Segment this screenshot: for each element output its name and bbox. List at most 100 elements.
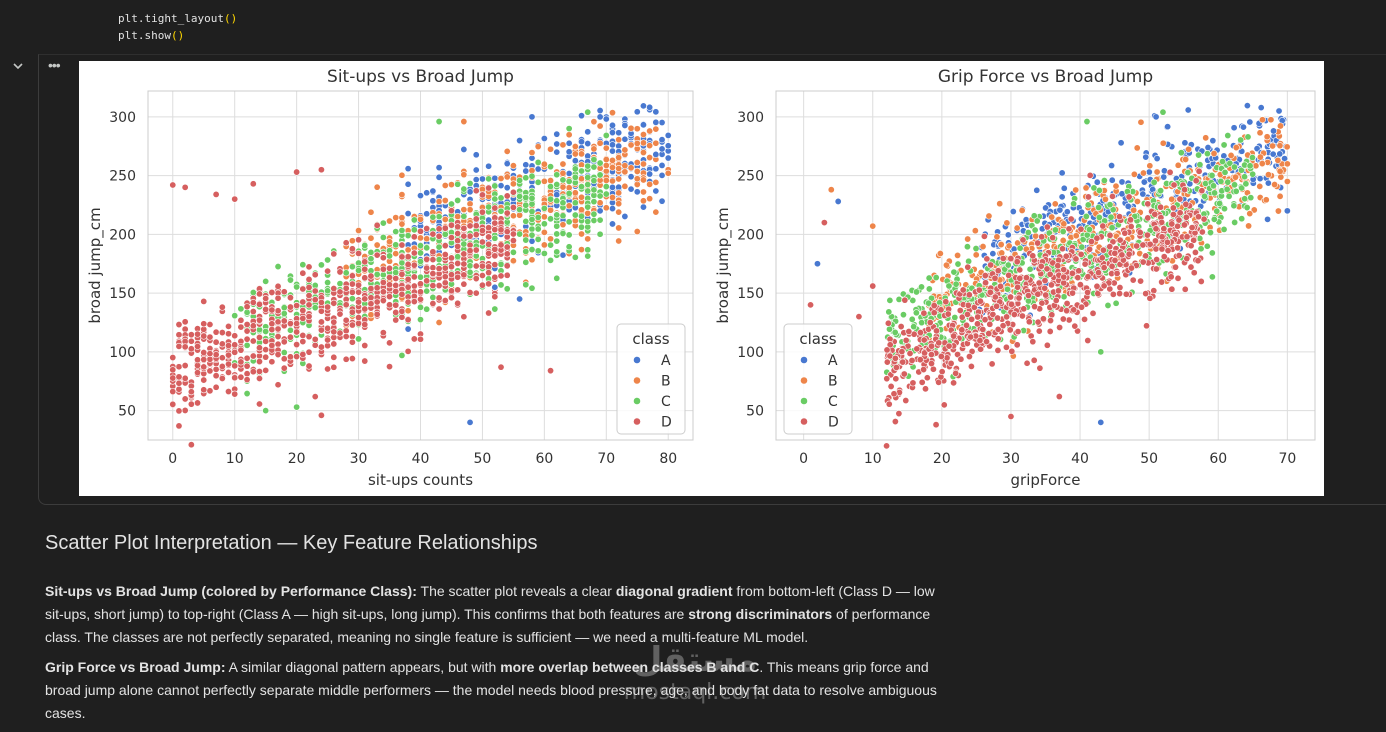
- scatter-point-D: [441, 251, 449, 259]
- scatter-point-D: [1014, 328, 1022, 336]
- scatter-point-D: [1168, 220, 1176, 228]
- chevron-down-icon[interactable]: [8, 60, 28, 78]
- scatter-point-C: [1231, 181, 1239, 189]
- scatter-point-D: [985, 330, 993, 338]
- scatter-point-B: [615, 224, 623, 232]
- scatter-point-D: [967, 362, 975, 370]
- scatter-point-B: [1276, 192, 1284, 200]
- scatter-point-D: [348, 245, 356, 253]
- scatter-point-D: [977, 345, 985, 353]
- scatter-point-D: [466, 222, 474, 230]
- scatter-point-B: [1060, 220, 1068, 228]
- scatter-point-C: [1112, 299, 1120, 307]
- scatter-point-D: [1153, 256, 1161, 264]
- scatter-point-C: [1083, 118, 1091, 126]
- scatter-point-D: [979, 325, 987, 333]
- more-horiz-icon[interactable]: •••: [48, 57, 61, 73]
- scatter-point-D: [262, 366, 270, 374]
- scatter-point-D: [1016, 266, 1024, 274]
- scatter-point-D: [509, 237, 517, 245]
- scatter-point-A: [652, 118, 660, 126]
- scatter-point-B: [646, 142, 654, 150]
- scatter-point-A: [472, 166, 480, 174]
- scatter-point-A: [834, 197, 842, 205]
- scatter-point-D: [441, 273, 449, 281]
- code-editor[interactable]: plt.tight_layout() plt.show(): [118, 10, 237, 44]
- scatter-point-D: [200, 386, 208, 394]
- scatter-point-B: [540, 177, 548, 185]
- scatter-point-C: [571, 211, 579, 219]
- scatter-point-B: [441, 196, 449, 204]
- scatter-point-D: [392, 316, 400, 324]
- code-cell[interactable]: plt.tight_layout() plt.show(): [38, 0, 1386, 54]
- scatter-point-D: [478, 262, 486, 270]
- scatter-point-B: [639, 176, 647, 184]
- scatter-point-D: [1019, 236, 1027, 244]
- scatter-point-A: [639, 121, 647, 129]
- scatter-point-D: [194, 342, 202, 350]
- scatter-point-D: [410, 335, 418, 343]
- scatter-point-C: [497, 281, 505, 289]
- scatter-point-D: [497, 363, 505, 371]
- scatter-point-D: [429, 256, 437, 264]
- scatter-point-C: [1242, 180, 1250, 188]
- scatter-point-D: [249, 308, 257, 316]
- scatter-point-D: [472, 215, 480, 223]
- scatter-point-B: [602, 161, 610, 169]
- scatter-point-B: [578, 175, 586, 183]
- scatter-point-C: [516, 230, 524, 238]
- scatter-point-B: [936, 249, 944, 257]
- scatter-point-D: [937, 352, 945, 360]
- scatter-point-D: [1188, 224, 1196, 232]
- scatter-point-D: [181, 318, 189, 326]
- scatter-point-D: [491, 273, 499, 281]
- scatter-point-B: [528, 256, 536, 264]
- scatter-point-D: [485, 263, 493, 271]
- scatter-point-D: [1182, 213, 1190, 221]
- scatter-point-D: [404, 283, 412, 291]
- chart-panel-1: 0 10 20 30 40 50 60 70 80 50 100 150 200 250 300 sit-up…: [86, 67, 694, 489]
- scatter-point-D: [1146, 240, 1154, 248]
- scatter-point-B: [1168, 195, 1176, 203]
- scatter-point-D: [200, 356, 208, 364]
- scatter-point-D: [901, 296, 909, 304]
- scatter-point-C: [1078, 243, 1086, 251]
- scatter-point-D: [280, 355, 288, 363]
- scatter-point-D: [1137, 277, 1145, 285]
- scatter-point-D: [398, 270, 406, 278]
- scatter-point-D: [435, 282, 443, 290]
- scatter-point-D: [255, 358, 263, 366]
- scatter-point-C: [423, 287, 431, 295]
- scatter-point-D: [503, 250, 511, 258]
- scatter-point-D: [293, 341, 301, 349]
- scatter-point-D: [243, 335, 251, 343]
- scatter-point-D: [1084, 193, 1092, 201]
- scatter-point-A: [553, 130, 561, 138]
- scatter-point-D: [509, 188, 517, 196]
- scatter-point-B: [621, 168, 629, 176]
- scatter-point-D: [1047, 281, 1055, 289]
- scatter-point-D: [255, 333, 263, 341]
- scatter-point-D: [447, 271, 455, 279]
- scatter-point-D: [243, 320, 251, 328]
- scatter-point-D: [169, 181, 177, 189]
- scatter-point-D: [1060, 279, 1068, 287]
- markdown-cell[interactable]: Scatter Plot Interpretation — Key Featur…: [45, 528, 945, 732]
- scatter-point-D: [181, 362, 189, 370]
- scatter-point-C: [528, 231, 536, 239]
- scatter-point-C: [1016, 244, 1024, 252]
- scatter-point-D: [367, 300, 375, 308]
- scatter-point-D: [225, 360, 233, 368]
- scatter-point-B: [1159, 139, 1167, 147]
- scatter-point-C: [553, 248, 561, 256]
- scatter-point-B: [1267, 116, 1275, 124]
- scatter-point-D: [447, 294, 455, 302]
- scatter-point-D: [491, 226, 499, 234]
- scatter-point-C: [954, 260, 962, 268]
- scatter-point-C: [571, 165, 579, 173]
- scatter-point-C: [895, 295, 903, 303]
- legend-label-C: C: [828, 394, 838, 410]
- scatter-point-A: [1243, 102, 1251, 110]
- scatter-point-B: [1130, 170, 1138, 178]
- scatter-point-C: [1095, 213, 1103, 221]
